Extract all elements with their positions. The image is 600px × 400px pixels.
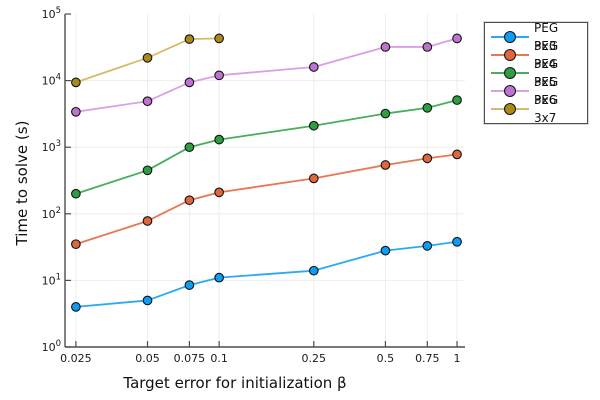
y-tick-label: 105: [42, 6, 61, 21]
data-point-peg-3x6: [422, 42, 433, 52]
data-point-peg-3x7: [142, 52, 153, 63]
x-tick-label: 0.05: [135, 352, 160, 365]
data-point-peg-3x4: [308, 173, 319, 184]
data-point-peg-3x6: [380, 42, 391, 52]
data-point-peg-3x7: [184, 34, 195, 44]
data-point-peg-3x6: [452, 33, 462, 44]
y-tick-label: 103: [42, 139, 61, 154]
data-point-peg-3x7: [71, 77, 81, 88]
legend-entry: PEG 3x6: [491, 75, 581, 107]
legend: PEG 3x3 PEG 3x4 PEG 3x5 PEG 3x6 PEG 3x7: [483, 21, 589, 125]
data-point-peg-3x6: [71, 106, 81, 117]
legend-entry: PEG 3x5: [491, 57, 581, 89]
x-tick-label: 0.25: [302, 352, 327, 365]
legend-label: PEG 3x6: [534, 75, 559, 107]
x-tick-label: 0.025: [60, 352, 92, 365]
series-line-peg-3x4: [75, 153, 458, 246]
data-point-peg-3x5: [214, 134, 224, 145]
data-point-peg-3x4: [422, 153, 433, 164]
legend-marker-icon: [491, 31, 529, 43]
data-point-peg-3x3: [71, 302, 81, 312]
data-point-peg-3x3: [308, 265, 319, 276]
data-point-peg-3x6: [184, 77, 195, 88]
y-tick-label: 101: [42, 272, 61, 287]
x-axis-label: Target error for initialization β: [123, 374, 347, 392]
legend-label: PEG 3x4: [534, 39, 559, 71]
data-point-peg-3x4: [380, 160, 391, 170]
data-point-peg-3x6: [214, 70, 224, 81]
data-point-peg-3x3: [422, 241, 433, 251]
legend-dot-icon: [504, 49, 516, 61]
data-point-peg-3x5: [380, 108, 391, 119]
data-point-peg-3x4: [71, 239, 81, 250]
legend-entry: PEG 3x4: [491, 39, 581, 71]
data-point-peg-3x4: [142, 216, 153, 226]
series-line-peg-3x5: [75, 99, 458, 195]
y-tick-label: 100: [42, 339, 61, 354]
legend-marker-icon: [491, 85, 529, 97]
legend-dot-icon: [504, 67, 516, 79]
x-tick-label: 1: [454, 352, 461, 365]
legend-marker-icon: [491, 49, 529, 61]
data-point-peg-3x5: [308, 120, 319, 131]
x-tick-label: 0.1: [210, 352, 228, 365]
y-axis-label: Time to solve (s): [13, 120, 31, 246]
data-point-peg-3x4: [184, 195, 195, 206]
y-tick-label: 104: [42, 73, 61, 88]
x-tick-label: 0.5: [377, 352, 395, 365]
y-tick-label: 102: [42, 206, 61, 221]
series-line-peg-3x7: [75, 37, 220, 84]
x-tick-label: 0.75: [415, 352, 440, 365]
data-point-peg-3x4: [452, 149, 462, 160]
series-line-peg-3x6: [75, 37, 458, 113]
legend-dot-icon: [504, 103, 516, 115]
data-point-peg-3x5: [184, 142, 195, 153]
data-point-peg-3x7: [214, 33, 224, 44]
data-point-peg-3x5: [422, 102, 433, 113]
data-point-peg-3x6: [308, 62, 319, 72]
legend-marker-icon: [491, 103, 529, 115]
legend-dot-icon: [504, 31, 516, 43]
series-line-peg-3x3: [75, 240, 458, 308]
legend-label: PEG 3x3: [534, 21, 559, 53]
data-point-peg-3x3: [380, 245, 391, 256]
legend-marker-icon: [491, 67, 529, 79]
data-point-peg-3x3: [452, 236, 462, 247]
data-point-peg-3x4: [214, 187, 224, 198]
data-point-peg-3x5: [142, 165, 153, 176]
legend-entry: PEG 3x7: [491, 93, 581, 125]
data-point-peg-3x3: [142, 295, 153, 306]
data-point-peg-3x3: [184, 280, 195, 290]
legend-label: PEG 3x5: [534, 57, 559, 89]
legend-label: PEG 3x7: [534, 93, 559, 125]
data-point-peg-3x6: [142, 96, 153, 107]
legend-dot-icon: [504, 85, 516, 97]
legend-entry: PEG 3x3: [491, 21, 581, 53]
data-point-peg-3x3: [214, 272, 224, 283]
data-point-peg-3x5: [452, 95, 462, 105]
x-tick-label: 0.075: [174, 352, 206, 365]
data-point-peg-3x5: [71, 188, 81, 199]
